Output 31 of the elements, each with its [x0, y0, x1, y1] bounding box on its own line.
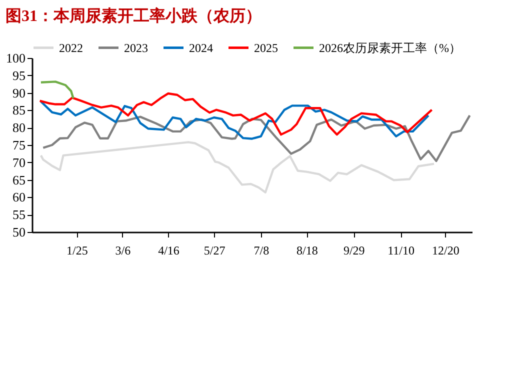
x-tick-label: 5/27	[204, 244, 226, 258]
legend-label: 2023	[124, 40, 148, 55]
y-tick-label: 60	[12, 190, 26, 205]
line-series	[40, 141, 436, 194]
y-tick-label: 65	[12, 172, 26, 188]
y-tick-label: 95	[12, 68, 26, 83]
y-tick-label: 75	[12, 138, 26, 152]
x-tick-label: 8/18	[296, 244, 318, 258]
legend-label: 2024	[189, 40, 213, 55]
x-tick-label: 7/8	[254, 244, 270, 258]
x-tick-label: 1/25	[66, 244, 88, 258]
legend-label: 2026农历尿素开工率（%）	[319, 40, 461, 55]
line-series	[38, 92, 433, 136]
chart-title: 图31：本周尿素开工率小跌（农历）	[6, 6, 262, 25]
y-tick-label: 70	[12, 154, 26, 170]
x-tick-label: 4/16	[158, 244, 180, 258]
y-tick-label: 100	[6, 50, 26, 66]
x-tick-label: 3/6	[115, 244, 131, 258]
legend-label: 2025	[254, 40, 278, 55]
line-series	[40, 80, 74, 100]
line-series	[42, 114, 471, 162]
x-tick-label: 12/20	[432, 244, 460, 258]
line-series	[40, 100, 430, 140]
x-tick-label: 9/29	[343, 244, 365, 258]
y-tick-label: 80	[12, 120, 26, 136]
y-tick-label: 85	[12, 102, 26, 118]
x-tick-label: 11/10	[388, 244, 414, 258]
legend-label: 2022	[59, 40, 83, 55]
y-tick-label: 90	[12, 85, 26, 100]
y-tick-label: 55	[12, 207, 26, 222]
y-tick-label: 50	[12, 224, 26, 240]
